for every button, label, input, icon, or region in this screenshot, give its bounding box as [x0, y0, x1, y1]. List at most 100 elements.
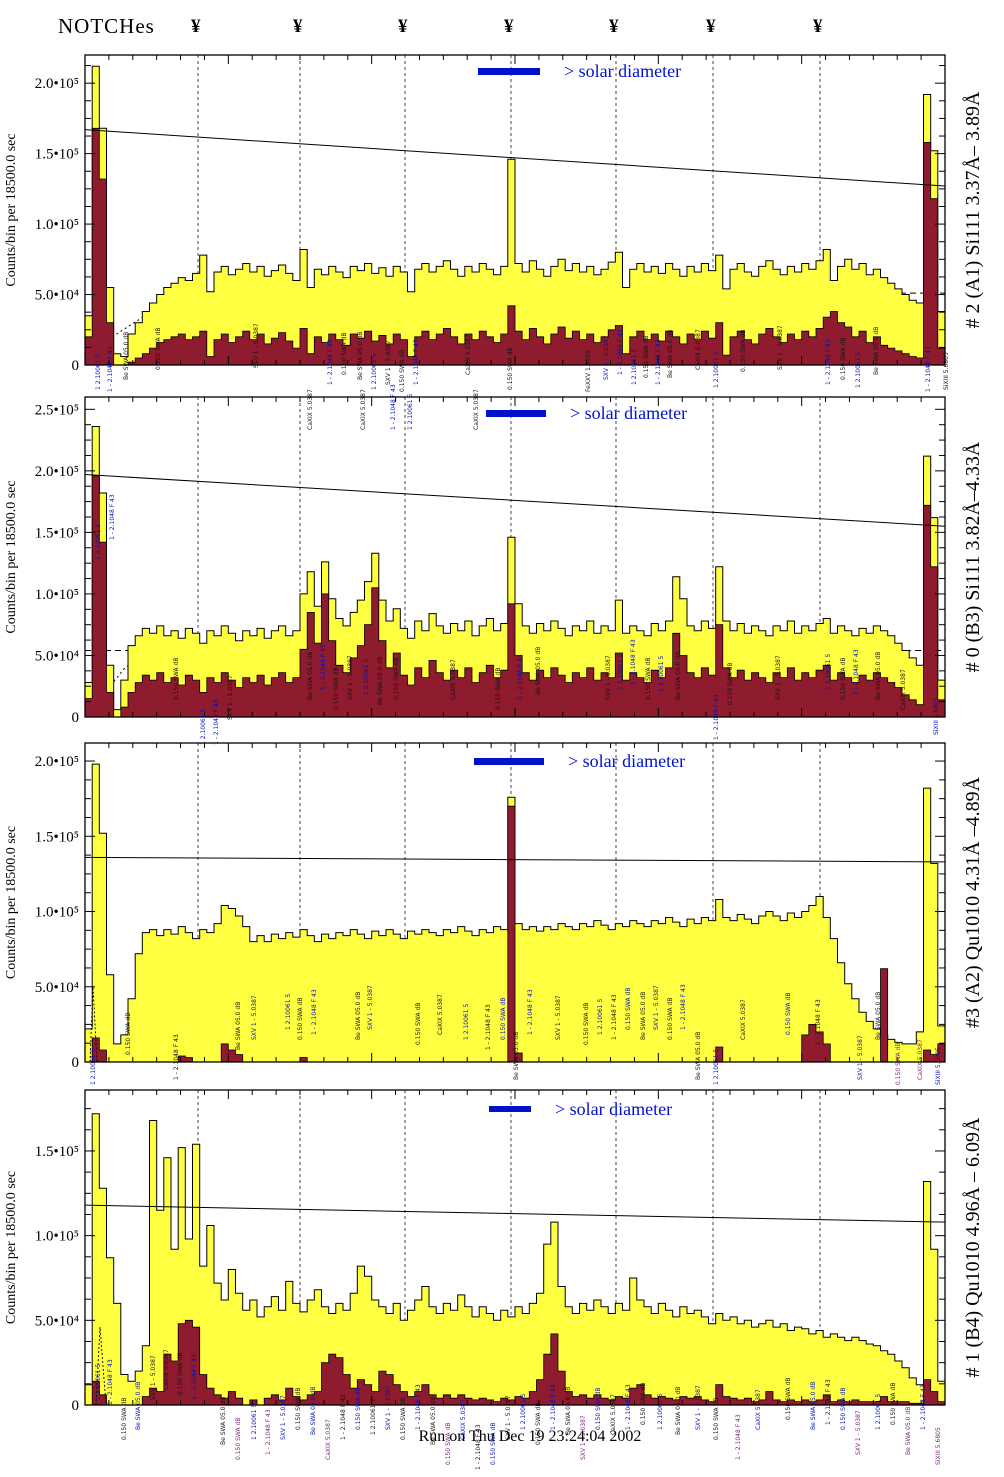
line-annotation: CaXIX 5.0387: [473, 389, 480, 430]
y-tick-label: 0: [72, 710, 80, 726]
line-annotation: 1 - 2.1048 F 43: [265, 1409, 272, 1455]
line-annotation: 1 2.10061 5: [631, 349, 638, 385]
line-annotation: SXV 1 - 5.0387: [777, 325, 784, 370]
line-annotation: CaXIX 5.0387: [740, 999, 747, 1040]
line-annotation: 1 2.10061 5: [657, 1394, 664, 1430]
y-tick-label: 5.0•10⁴: [35, 1313, 79, 1329]
y-tick-label: 1.5•10⁵: [35, 525, 79, 541]
line-annotation: Be SWA 05.0 dB: [235, 1002, 242, 1050]
notches-label: NOTCHes: [58, 14, 155, 38]
line-annotation: 1 2.10061 5: [371, 354, 378, 390]
panel-2-y-axis-label: Counts/bin per 18500.0 sec: [4, 480, 19, 634]
panel-2-channel-label: # 0 (B3) Si111 3.82Å–4.33Å: [962, 441, 984, 673]
line-annotation: 1 2.10061 5: [407, 394, 414, 430]
line-annotation: 1 - 2.1048 F 43: [107, 1359, 114, 1405]
line-annotation: 0.150 SWA dB: [625, 988, 632, 1030]
line-annotation: 0.150 SWA dB: [155, 328, 162, 370]
trend-line: [84, 129, 946, 187]
notch-symbol: ¥: [191, 16, 201, 37]
line-annotation: 0.150 SWA dB: [445, 1423, 452, 1465]
line-annotation: 1 - 2.1048 F 43: [611, 994, 618, 1040]
line-annotation: CaXIX 5.0387: [460, 1399, 467, 1440]
panel-1-solar-diameter-legend: > solar diameter: [478, 60, 681, 82]
line-annotation: Be SWA 05.0 dB: [307, 652, 314, 700]
line-annotation: Be SWA 05.0 dB: [513, 1032, 520, 1080]
line-annotation: 1 2.10061 5: [363, 659, 370, 695]
y-tick-label: 2.0•10⁵: [35, 754, 79, 770]
panel-4-channel-label: # 1 (B4) Qu1010 4.96Å – 6.09Å: [962, 1117, 984, 1378]
line-annotation: SiXIII 5.6805: [935, 1047, 942, 1085]
line-annotation: 1 - 2.1048 F 43: [735, 1414, 742, 1460]
line-annotation: 1 - 2.1048 F 43: [320, 644, 327, 690]
panel-2-solar-diameter-legend: > solar diameter: [486, 402, 687, 424]
line-annotation: Be SWA 05.0 dB: [875, 652, 882, 700]
line-annotation: 1 2.10061 5: [200, 709, 207, 745]
line-annotation: 0.150 SWA dB: [495, 668, 502, 710]
panel-1-y-axis-label: Counts/bin per 18500.0 sec: [4, 133, 19, 287]
line-annotation: 1 2.10061 5: [95, 354, 102, 390]
line-annotation: Be SWA 05.0 dB: [135, 1382, 142, 1430]
y-tick-label: 2.5•10⁵: [35, 402, 79, 418]
line-annotation: 1 - 2.1048 F 43: [415, 1384, 422, 1430]
solar-diameter-bar: [478, 67, 540, 75]
line-annotation: SXV 1 - 5.0387: [855, 1410, 862, 1455]
line-annotation: SiXIII 5.6805: [935, 1427, 942, 1465]
line-annotation: 1 - 2.1048 F 43: [853, 649, 860, 695]
line-annotation: 1 - 2.1048 F 43: [475, 1424, 482, 1470]
line-annotation: 1 - 2.1048 F 43: [920, 1384, 927, 1430]
notch-symbol: ¥: [706, 16, 716, 37]
panel-4-solar-diameter-legend: > solar diameter: [489, 1098, 672, 1120]
histogram-foreground: [84, 475, 946, 718]
y-tick-label: 5.0•10⁴: [35, 288, 79, 304]
solar-diameter-bar: [486, 409, 546, 417]
line-annotation: CaXIX 5.0387: [917, 1039, 924, 1080]
line-annotation: 1 - 2.1048 F 43: [550, 1384, 557, 1430]
line-annotation: Be SWA 05.0 dB: [355, 992, 362, 1040]
solar-diameter-bar: [489, 1106, 531, 1112]
line-annotation: 0.150 SWA dB: [640, 1383, 647, 1425]
y-tick-label: 1.0•10⁵: [35, 587, 79, 603]
line-annotation: 0.150 SWA dB: [840, 1388, 847, 1430]
line-annotation: Be SWA 05.0 dB: [220, 1397, 227, 1445]
line-annotation: Be SWA 05.0 dB: [675, 1387, 682, 1435]
line-annotation: 1 - 2.1048 F 43: [680, 984, 687, 1030]
line-annotation: 1 2.10061 5: [251, 1404, 258, 1440]
y-tick-label: 1.5•10⁵: [35, 829, 79, 845]
line-annotation: 1 - 2.1048 F 43: [340, 1394, 347, 1440]
line-annotation: 1 2.10061 5: [95, 1364, 102, 1400]
line-annotation: SXV 1 - 5.0387: [385, 1385, 392, 1430]
notch-symbol: ¥: [813, 16, 823, 37]
line-annotation: Be SWA 05.0 dB: [810, 1382, 817, 1430]
panel-3-channel-label: #3 (A2) Qu1010 4.31Å –4.89Å: [962, 776, 984, 1029]
line-annotation: 1 2.10061 5: [658, 656, 665, 692]
line-annotation: Be SWA 05.0 dB: [873, 327, 880, 375]
notch-symbol: ¥: [504, 16, 514, 37]
line-annotation: 1 2.10061 5: [855, 352, 862, 388]
line-annotation: SXV 1 - 5.0387: [347, 655, 354, 700]
y-tick-label: 5.0•10⁴: [35, 648, 79, 664]
dashed-spike-outline: [89, 986, 98, 1063]
line-annotation: 0.150 SWA dB: [295, 1388, 302, 1430]
line-annotation: 0.150 SWA dB: [400, 1398, 407, 1440]
line-annotation: SXV 1 - 5.0387: [603, 335, 610, 380]
line-annotation: 1 2.10061 5: [825, 654, 832, 690]
line-annotation: Be SWA 05.0 dB: [357, 332, 364, 380]
line-annotation: Be SWA 05.0 dB: [377, 657, 384, 705]
line-annotation: 0.150 SWA dB: [235, 1418, 242, 1460]
line-annotation: 1 2.10061 5: [463, 1004, 470, 1040]
line-annotation: SXV 1 - 5.0387: [505, 1395, 512, 1440]
line-annotation: 0.150 SWA dB: [393, 658, 400, 700]
y-tick-label: 2.0•10⁵: [35, 464, 79, 480]
solar-diameter-label: > solar diameter: [564, 60, 682, 81]
line-annotation: SXV 1 - 5.0387: [253, 323, 260, 368]
line-annotation: SXV 1 - 5.0387: [367, 985, 374, 1030]
line-annotation: 1 2.10061 5: [370, 1399, 377, 1435]
solar-diameter-bar: [474, 757, 544, 765]
line-annotation: 1 2.10061 5: [875, 1394, 882, 1430]
line-annotation: 1 - 2.1048 F 43: [527, 989, 534, 1035]
line-annotation: SXV 1 - 5.0387: [555, 995, 562, 1040]
line-annotation: Be SWA 05.0 dB: [667, 330, 674, 378]
line-annotation: 0.150 SWA dB: [667, 998, 674, 1040]
